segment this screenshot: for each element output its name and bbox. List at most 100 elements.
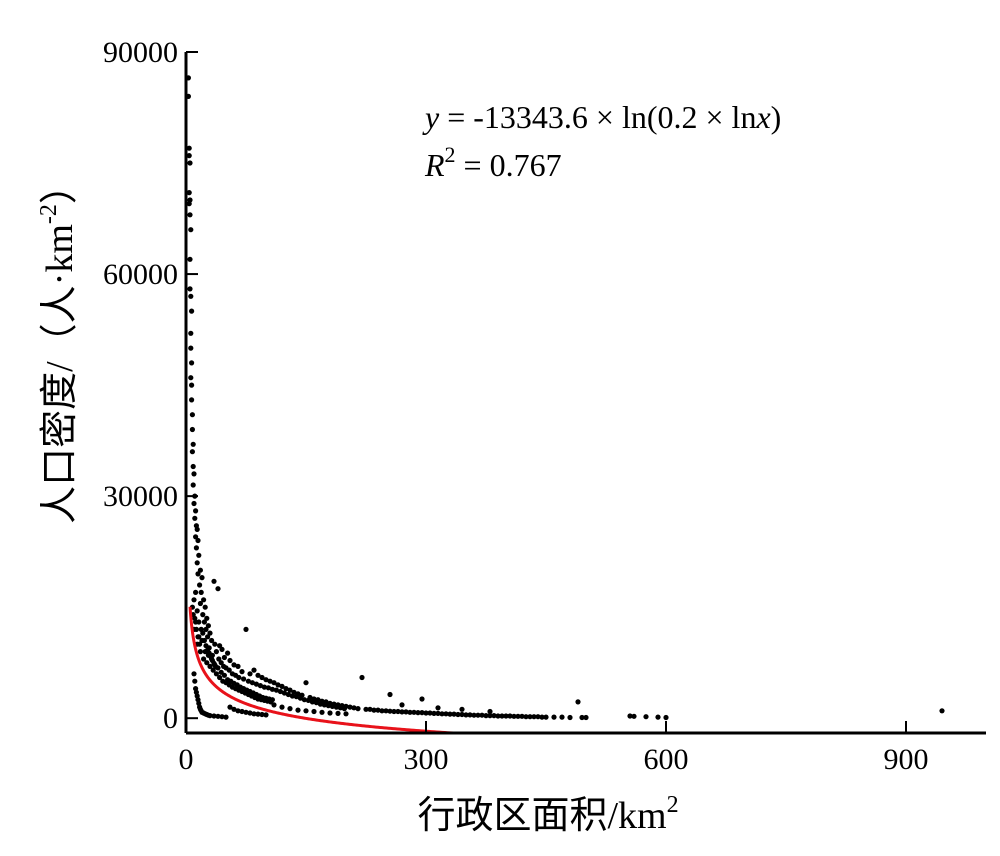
data-point [189, 360, 195, 366]
data-point [419, 696, 425, 702]
fit-curve [188, 606, 474, 735]
data-point [205, 634, 211, 640]
data-point [579, 714, 585, 721]
data-point [283, 686, 289, 692]
data-point [355, 706, 361, 712]
data-point [259, 711, 265, 718]
data-point [213, 649, 219, 655]
data-point [263, 712, 269, 718]
y-axis-title-close: ） [39, 166, 81, 204]
data-point [200, 630, 206, 636]
eq-x: x [755, 99, 770, 135]
data-point [186, 201, 192, 207]
data-point [495, 713, 501, 719]
data-point [399, 709, 405, 715]
data-point [211, 578, 217, 584]
data-point [196, 552, 202, 558]
data-point [467, 712, 473, 718]
y-axis-title-main: 人口密度/（人·km [39, 224, 81, 524]
data-point [341, 706, 347, 712]
data-point [535, 714, 541, 720]
x-axis-title-main: 行政区面积/km [417, 795, 666, 837]
data-point [189, 397, 195, 403]
data-point [197, 649, 203, 655]
data-point [253, 681, 259, 687]
data-point [201, 619, 207, 625]
data-point [188, 227, 194, 233]
data-point [287, 706, 293, 712]
eq-y: y [422, 99, 440, 135]
data-point [245, 678, 251, 684]
data-point [210, 667, 216, 673]
r-squared: R2 = 0.767 [424, 142, 562, 183]
data-point [379, 708, 385, 714]
data-point [375, 707, 381, 713]
data-point [194, 526, 200, 533]
data-point [226, 667, 232, 673]
data-point [241, 676, 247, 682]
data-point [395, 708, 401, 715]
data-point [371, 707, 377, 713]
data-point [303, 680, 309, 686]
data-point [487, 713, 493, 719]
data-point [191, 597, 197, 603]
data-point [191, 471, 197, 477]
data-point [235, 663, 241, 670]
data-point [239, 669, 245, 675]
data-point [319, 709, 325, 715]
data-point [447, 711, 453, 717]
data-point [383, 708, 389, 714]
data-point [363, 706, 369, 712]
data-point [188, 345, 194, 351]
data-point [236, 674, 242, 681]
data-point [217, 674, 223, 681]
data-point [255, 711, 261, 717]
data-point [194, 560, 200, 566]
data-point [475, 712, 481, 718]
data-point [343, 711, 349, 717]
data-point [243, 709, 249, 715]
data-point [419, 710, 425, 716]
data-point [285, 691, 291, 698]
data-point [193, 589, 199, 596]
x-tick-label: 600 [644, 743, 689, 776]
data-point [507, 713, 513, 719]
data-point [439, 711, 445, 717]
data-point [247, 710, 253, 716]
data-point [193, 626, 199, 633]
x-tick-label: 0 [179, 743, 194, 776]
data-point [209, 637, 215, 644]
data-point [193, 508, 199, 514]
r-sup: 2 [445, 142, 456, 167]
data-point [188, 330, 194, 336]
data-point [459, 711, 465, 718]
data-point [197, 567, 203, 573]
data-point [531, 714, 537, 720]
y-axis-title-sup: -2 [36, 204, 62, 224]
data-point [309, 699, 315, 705]
data-point [195, 571, 201, 577]
data-point [190, 463, 196, 470]
data-point [186, 190, 192, 196]
data-point [367, 706, 373, 712]
y-tick-label: 90000 [103, 36, 178, 69]
data-point [503, 713, 509, 719]
data-point [189, 308, 195, 314]
data-point [351, 705, 357, 711]
r-letter: R [424, 147, 445, 183]
data-point [261, 684, 267, 690]
data-point [491, 713, 497, 719]
data-point [391, 708, 397, 715]
data-point [431, 710, 437, 717]
data-point [197, 600, 203, 607]
data-point [443, 711, 449, 717]
data-point [197, 582, 203, 588]
data-point [247, 671, 253, 677]
data-point [293, 694, 299, 700]
x-axis-title: 行政区面积/km2 [417, 792, 678, 837]
data-point [301, 697, 307, 703]
x-tick-label: 900 [884, 743, 929, 776]
data-point [359, 674, 365, 681]
data-point [435, 705, 441, 711]
data-point [223, 714, 229, 720]
